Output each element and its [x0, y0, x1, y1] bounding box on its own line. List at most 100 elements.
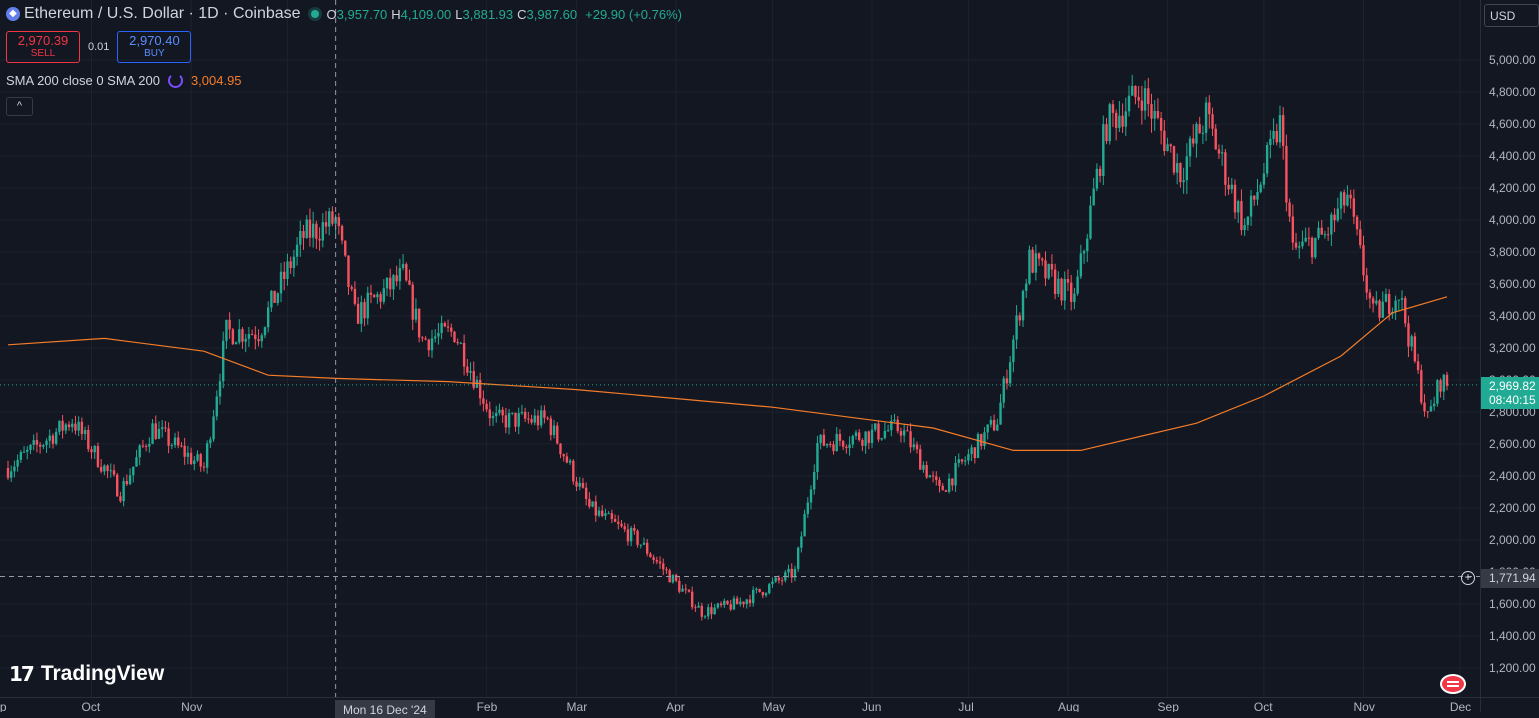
bar-countdown: 08:40:15 [1489, 393, 1536, 407]
candle-body [751, 589, 755, 604]
candle-body [543, 410, 546, 418]
candle-body [1233, 184, 1237, 213]
candle-body [511, 412, 514, 414]
buy-button[interactable]: 2,970.40 BUY [117, 31, 192, 63]
sell-button[interactable]: 2,970.39 SELL [6, 31, 80, 63]
collapse-legend-button[interactable]: ^ [6, 97, 33, 116]
candle-body [1298, 246, 1301, 248]
candle-body [469, 371, 472, 373]
candle-body [1012, 339, 1015, 363]
candle-body [774, 577, 777, 582]
candle-body [902, 430, 906, 436]
candle-body [639, 544, 642, 546]
candle-body [321, 222, 324, 241]
candle-body [1381, 301, 1384, 318]
candle-body [613, 518, 617, 522]
candle-body [356, 303, 360, 324]
candle-body [1175, 163, 1179, 173]
candle-body [1269, 138, 1272, 145]
currency-selector[interactable]: USD [1484, 4, 1539, 27]
candle-body [1394, 300, 1397, 312]
candle-body [99, 466, 103, 472]
candle-body [1301, 241, 1304, 247]
candle-body [366, 292, 369, 319]
candle-body [1172, 146, 1176, 173]
indicator-value: 3,004.95 [190, 73, 242, 88]
symbol-title[interactable]: Ethereum / U.S. Dollar · 1D · Coinbase [24, 5, 301, 22]
candle-body [678, 580, 681, 592]
candle-body [716, 603, 720, 608]
candle-body [1063, 279, 1066, 301]
candle-body [26, 449, 29, 452]
plus-circle-icon[interactable]: + [1461, 571, 1475, 585]
candle-body [507, 413, 511, 428]
candle-body [1317, 227, 1320, 238]
candle-body [1163, 130, 1166, 152]
candle-body [764, 593, 768, 596]
x-tick-label: Oct [1254, 700, 1273, 712]
open-value: O3,957.70 [326, 6, 388, 22]
candle-body [922, 465, 925, 470]
candle-body [128, 475, 132, 485]
trade-buttons: 2,970.39 SELL 0.01 2,970.40 BUY [6, 31, 192, 63]
candle-body [141, 445, 145, 447]
candle-body [556, 425, 559, 444]
current-price-label: 2,969.82 08:40:15 [1481, 377, 1539, 409]
x-tick-label: Nov [1353, 700, 1374, 712]
candle-body [1307, 237, 1311, 239]
candle-body [896, 419, 899, 432]
flag-icon[interactable] [1440, 674, 1466, 694]
candle-body [1124, 111, 1127, 127]
candle-body [944, 490, 948, 492]
candle-body [674, 574, 678, 581]
candle-body [1359, 229, 1362, 246]
candle-body [71, 423, 74, 428]
y-tick-label: 5,000.00 [1489, 53, 1536, 67]
candle-body [1037, 253, 1041, 259]
candle-body [254, 334, 257, 340]
candle-body [588, 499, 591, 507]
candle-body [398, 268, 402, 282]
candle-body [935, 476, 938, 480]
candle-body [973, 447, 977, 459]
candle-body [649, 553, 652, 558]
candle-body [777, 577, 781, 581]
candle-body [10, 471, 13, 478]
candle-body [1140, 100, 1144, 111]
candle-body [1217, 149, 1221, 154]
candle-body [1378, 300, 1381, 318]
candle-body [119, 496, 122, 502]
candle-body [1076, 276, 1079, 294]
candle-body [1220, 152, 1224, 154]
candle-body [103, 465, 106, 472]
candle-body [193, 460, 196, 465]
candle-body [832, 444, 835, 452]
candle-body [417, 308, 421, 338]
candle-body [1073, 293, 1076, 302]
candle-body [1439, 380, 1442, 392]
candle-body [318, 238, 321, 241]
candle-body [835, 433, 838, 452]
candle-body [485, 403, 488, 410]
candle-body [225, 319, 228, 341]
candle-body [1195, 124, 1198, 144]
y-tick-label: 2,400.00 [1489, 469, 1536, 483]
close-value: C3,987.60 [517, 6, 578, 22]
candle-body [61, 420, 64, 431]
candle-body [771, 581, 774, 585]
y-tick-label: 1,200.00 [1489, 661, 1536, 675]
y-tick-label: 1,400.00 [1489, 629, 1536, 643]
candle-body [122, 481, 125, 502]
candle-body [1265, 144, 1269, 174]
candle-body [157, 428, 161, 439]
candle-body [533, 415, 536, 423]
tradingview-logo[interactable]: 17 TradingView [9, 662, 164, 686]
indicator-legend[interactable]: SMA 200 close 0 SMA 200 3,004.95 [6, 73, 242, 88]
candle-body [642, 542, 646, 545]
low-value: L3,881.93 [455, 6, 514, 22]
candle-body [1400, 298, 1404, 300]
candle-body [35, 440, 39, 445]
candle-body [478, 379, 482, 399]
candle-body [710, 607, 713, 615]
